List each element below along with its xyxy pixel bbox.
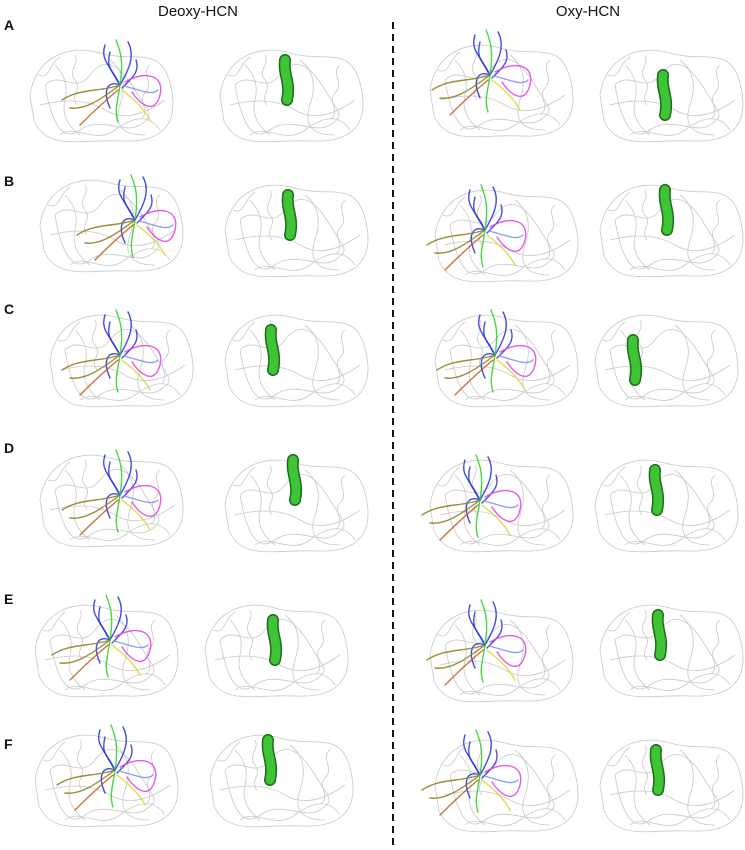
tunnel-surface [655, 470, 658, 510]
tunnel-surface [293, 460, 296, 500]
protein-trace [209, 734, 354, 828]
row-label: E [4, 591, 13, 607]
protein-trace [29, 49, 174, 143]
tunnel-bundle [61, 449, 162, 536]
protein-trace [39, 179, 184, 273]
protein-trace [594, 314, 739, 408]
tunnel-surface [663, 75, 666, 115]
tunnel-bundle [51, 594, 152, 681]
tunnel-bundle [61, 309, 162, 396]
protein-trace [429, 44, 574, 138]
column-header: Deoxy-HCN [158, 3, 238, 20]
protein-trace [224, 314, 369, 408]
protein-trace [594, 459, 739, 553]
row-label: B [4, 173, 14, 189]
tunnel-bundle [431, 29, 532, 116]
protein-trace [599, 49, 744, 143]
tunnel-surface [271, 330, 274, 370]
protein-trace [599, 739, 744, 833]
tunnel-surface [633, 340, 636, 380]
tunnel-surface [665, 190, 668, 230]
row-label: C [4, 301, 14, 317]
tunnel-bundle [56, 724, 157, 811]
row-label: F [4, 736, 13, 752]
tunnel-surface [658, 615, 661, 655]
tunnel-surface [273, 620, 276, 660]
protein-trace [599, 604, 744, 698]
tunnel-bundle [426, 184, 527, 271]
row-label: A [4, 17, 14, 33]
row-label: D [4, 440, 14, 456]
protein-trace [434, 739, 579, 833]
tunnel-bundle [421, 729, 522, 816]
tunnel-surface [285, 60, 288, 100]
tunnel-surface [288, 195, 291, 235]
tunnel-bundle [76, 174, 177, 261]
tunnel-bundle [421, 454, 522, 541]
tunnel-surface [268, 740, 271, 780]
column-header: Oxy-HCN [556, 3, 620, 20]
protein-trace [34, 604, 179, 698]
tunnel-surface [656, 750, 659, 790]
tunnel-bundle [436, 309, 537, 396]
